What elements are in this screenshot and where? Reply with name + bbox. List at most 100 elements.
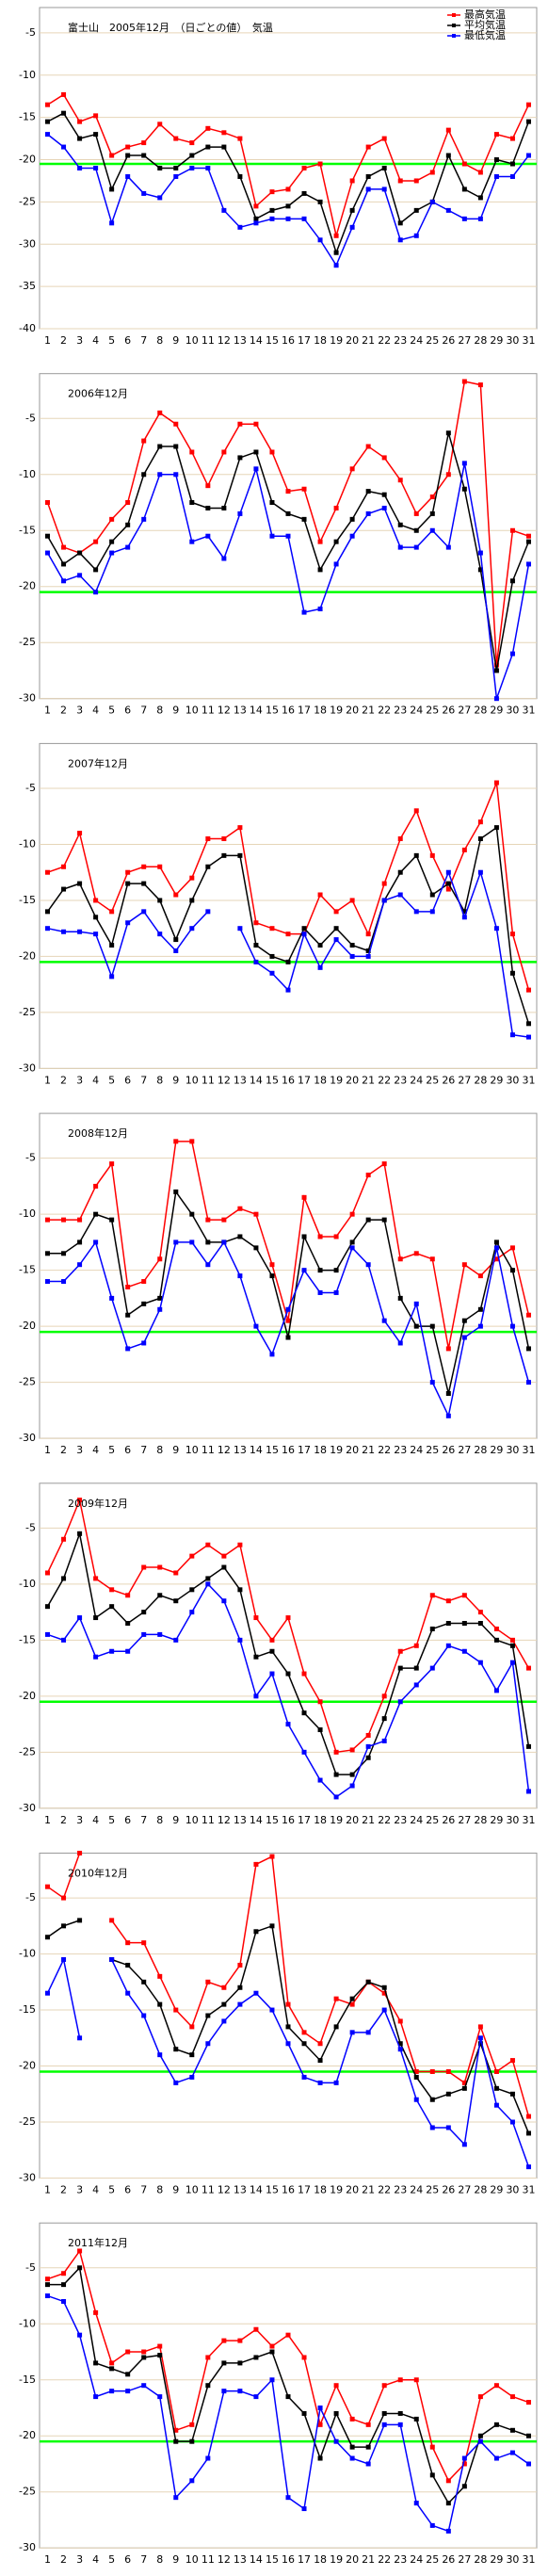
data-point — [285, 2495, 291, 2501]
data-point — [253, 1693, 259, 1699]
data-point — [413, 544, 419, 550]
data-point — [157, 195, 163, 201]
data-point — [221, 207, 227, 213]
data-point — [141, 1340, 147, 1346]
x-tick-label: 29 — [490, 2553, 503, 2566]
x-tick-label: 23 — [394, 1074, 407, 1086]
data-point — [301, 516, 307, 522]
data-point — [493, 696, 499, 702]
data-point — [77, 2035, 83, 2041]
x-tick-label: 1 — [44, 1074, 51, 1086]
data-point — [365, 2461, 371, 2467]
data-point — [445, 2091, 451, 2097]
y-tick-label: -10 — [19, 1207, 36, 1220]
data-point — [93, 2394, 99, 2400]
data-point — [189, 1553, 195, 1559]
data-point — [445, 886, 451, 892]
x-tick-label: 2 — [60, 1444, 67, 1456]
data-point — [365, 2422, 371, 2427]
x-tick-label: 8 — [156, 1074, 163, 1086]
data-point — [365, 186, 371, 192]
data-point — [509, 970, 515, 976]
data-point — [109, 2389, 115, 2394]
data-point — [189, 140, 195, 146]
data-point — [61, 144, 67, 150]
data-point — [493, 2383, 499, 2389]
data-point — [509, 136, 515, 141]
plot-frame — [39, 1112, 538, 1439]
data-point — [413, 1643, 419, 1648]
data-point — [125, 1346, 131, 1352]
x-tick-label: 24 — [410, 2184, 423, 2196]
data-point — [381, 505, 387, 510]
data-point — [141, 2013, 147, 2018]
data-point — [493, 1256, 499, 1262]
y-tick-label: -30 — [19, 2172, 36, 2184]
x-tick-label: 20 — [346, 1444, 359, 1456]
x-tick-label: 21 — [362, 1814, 375, 1826]
data-point — [221, 556, 227, 561]
data-point — [365, 1755, 371, 1760]
data-point — [253, 1211, 259, 1217]
data-point — [45, 533, 51, 539]
data-point — [493, 1245, 499, 1251]
data-point — [61, 110, 67, 116]
data-point — [45, 1884, 51, 1889]
x-tick-label: 16 — [282, 1444, 295, 1456]
data-point — [205, 836, 211, 842]
data-point — [397, 2047, 403, 2052]
data-point — [125, 2372, 131, 2377]
x-tick-label: 15 — [266, 1074, 279, 1086]
data-point — [173, 2438, 179, 2444]
data-point — [77, 831, 83, 836]
x-tick-label: 10 — [185, 1074, 199, 1086]
data-point — [365, 444, 371, 449]
data-point — [525, 539, 531, 544]
data-point — [61, 1536, 67, 1542]
data-point — [413, 852, 419, 858]
y-tick-label: -30 — [19, 1061, 36, 1074]
data-point — [509, 2450, 515, 2455]
data-point — [269, 1671, 275, 1677]
data-point — [381, 1693, 387, 1699]
data-point — [397, 522, 403, 527]
x-tick-label: 2 — [60, 2553, 67, 2566]
x-tick-label: 9 — [172, 334, 179, 347]
data-point — [237, 510, 243, 516]
data-point — [429, 527, 435, 533]
x-tick-label: 22 — [378, 334, 391, 347]
data-point — [477, 382, 483, 388]
x-tick-label: 21 — [362, 1444, 375, 1456]
data-point — [237, 1962, 243, 1968]
x-tick-label: 16 — [282, 705, 295, 717]
data-point — [413, 2074, 419, 2080]
chart-title: 富士山 2005年12月 （日ごとの値） 気温 — [68, 21, 273, 34]
data-point — [173, 421, 179, 427]
data-point — [301, 1671, 307, 1677]
data-point — [333, 1996, 339, 2001]
data-point — [205, 483, 211, 489]
x-tick-label: 17 — [298, 1814, 311, 1826]
x-tick-label: 13 — [234, 334, 247, 347]
x-tick-label: 24 — [410, 2553, 423, 2566]
data-point — [413, 808, 419, 814]
data-point — [349, 1211, 355, 1217]
data-point — [365, 489, 371, 494]
data-point — [61, 561, 67, 567]
data-point — [317, 1777, 323, 1783]
data-point — [189, 1239, 195, 1245]
x-tick-label: 3 — [76, 1444, 83, 1456]
x-tick-label: 13 — [234, 705, 247, 717]
data-point — [525, 2433, 531, 2438]
x-tick-label: 12 — [218, 1074, 231, 1086]
data-point — [445, 2125, 451, 2130]
data-point — [253, 421, 259, 427]
data-point — [109, 2366, 115, 2372]
x-tick-label: 12 — [218, 705, 231, 717]
data-point — [221, 2018, 227, 2024]
x-tick-label: 16 — [282, 1814, 295, 1826]
data-point — [381, 881, 387, 886]
data-point — [205, 1581, 211, 1587]
data-point — [333, 1794, 339, 1800]
data-point — [349, 466, 355, 472]
